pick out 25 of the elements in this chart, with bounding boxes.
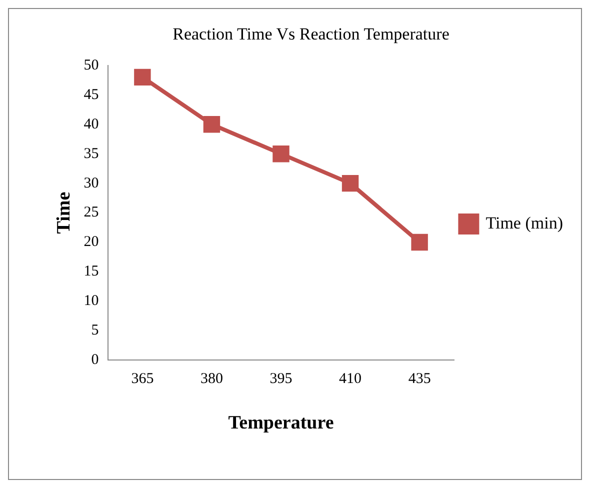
legend-label: Time (min) [486, 213, 563, 232]
y-tick-label: 0 [91, 352, 99, 368]
y-axis-title: Time [53, 192, 74, 234]
x-tick-label: 410 [339, 371, 362, 388]
x-axis-title: Temperature [228, 412, 334, 434]
y-tick-label: 10 [84, 293, 99, 310]
point [203, 116, 220, 133]
y-tick-label: 45 [84, 86, 99, 103]
chart-title: Reaction Time Vs Reaction Temperature [172, 24, 450, 44]
point [342, 174, 359, 192]
y-tick-label: 35 [84, 146, 99, 162]
x-tick-label: 380 [200, 371, 223, 388]
y-tick-label: 40 [84, 116, 99, 132]
x-tick-label: 365 [131, 371, 154, 388]
y-tick-label: 30 [84, 175, 99, 192]
point [134, 68, 151, 86]
x-tick-label: 395 [270, 371, 292, 388]
y-tick-label: 5 [91, 322, 99, 339]
point [411, 234, 428, 251]
x-tick-label: 435 [408, 371, 431, 388]
y-tick-label: 20 [84, 234, 99, 250]
y-tick-label: 15 [84, 264, 99, 280]
y-tick-label: 25 [84, 204, 99, 221]
y-tick-label: 50 [84, 57, 99, 74]
point [272, 145, 290, 162]
